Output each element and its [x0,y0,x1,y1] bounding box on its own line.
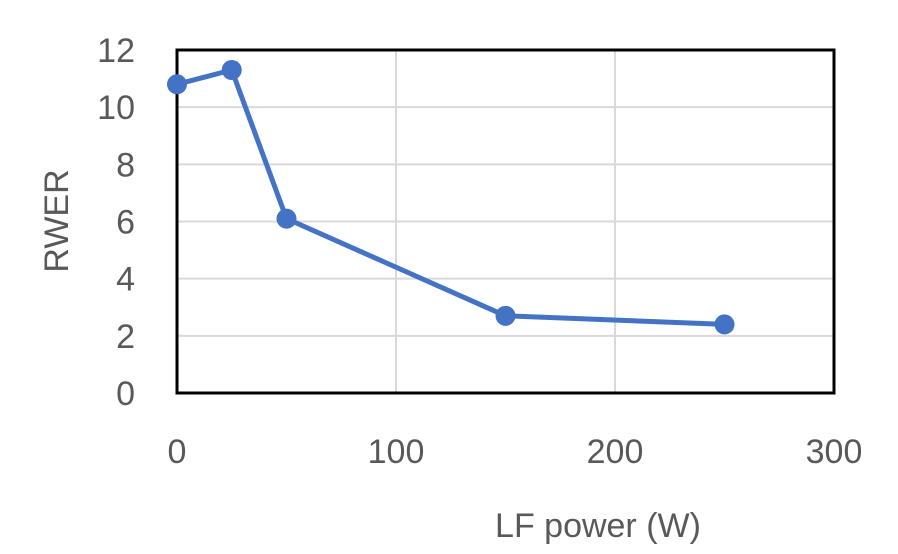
y-tick-label-2: 4 [116,261,135,299]
series-layer [167,60,735,335]
x-tick-label-1: 100 [368,433,425,471]
plot-area-frame [175,48,836,395]
y-axis-title: RWER [38,169,76,272]
y-tick-labels: 0 2 4 6 8 10 12 [97,32,135,413]
x-tick-label-0: 0 [168,433,187,471]
x-axis-title: LF power (W) [495,507,701,545]
y-tick-label-5: 10 [97,89,135,127]
y-tick-label-0: 0 [116,375,135,413]
data-point-0-3 [495,305,516,326]
y-tick-label-6: 12 [97,32,135,70]
grid-lines [177,50,834,393]
y-tick-label-4: 8 [116,146,135,184]
data-point-0-0 [167,74,187,95]
x-tick-label-3: 300 [806,433,863,471]
data-point-0-2 [276,208,297,229]
y-tick-label-3: 6 [116,204,135,242]
y-tick-label-1: 2 [116,318,135,356]
series-line-0 [176,67,725,327]
x-tick-label-2: 200 [587,433,644,471]
x-tick-labels: 0 100 200 300 [168,433,863,471]
data-point-0-4 [714,314,735,335]
data-point-0-1 [221,60,242,81]
